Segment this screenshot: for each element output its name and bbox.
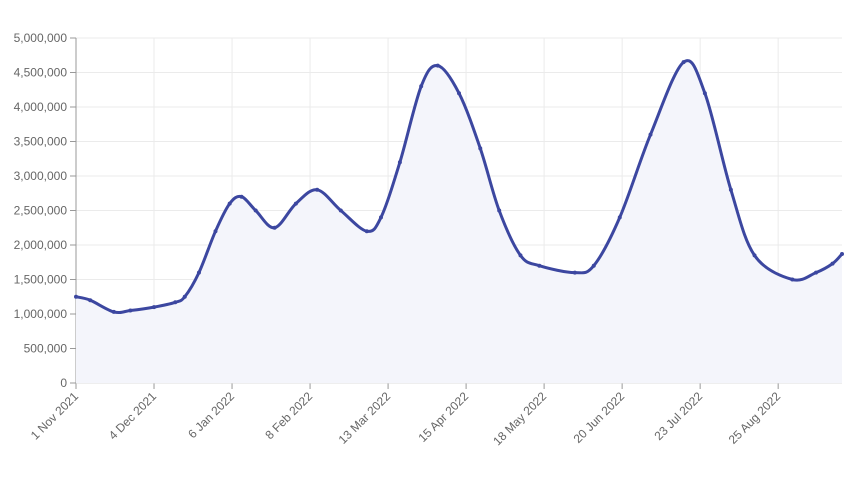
point [239,194,244,199]
x-tick-label: 18 May 2022 [490,389,549,448]
point [572,270,577,275]
point [617,215,622,220]
y-tick-label: 4,500,000 [14,66,68,80]
point [128,308,133,313]
y-tick-label: 3,500,000 [14,135,68,149]
point [213,229,218,234]
point [88,298,93,303]
point [830,261,835,266]
point [813,270,818,275]
point [752,253,757,258]
point [457,91,461,96]
point [478,146,483,151]
point [435,63,440,68]
point [293,201,298,206]
x-tick-label: 15 Apr 2022 [416,389,472,445]
y-tick-label: 2,500,000 [14,204,68,218]
point [272,225,277,230]
x-tick-label: 23 Jul 2022 [651,389,705,443]
point [196,270,201,275]
y-tick-label: 5,000,000 [14,31,68,45]
point [419,84,424,89]
x-tick-label: 20 Jun 2022 [571,389,628,446]
y-tick-label: 1,000,000 [14,307,68,321]
y-tick-label: 4,000,000 [14,100,68,114]
point [315,187,320,192]
point [537,263,542,268]
point [497,208,502,213]
point [227,201,232,206]
point [152,305,157,310]
point [728,187,733,192]
y-tick-label: 3,000,000 [14,169,68,183]
x-tick-label: 25 Aug 2022 [726,389,784,447]
point [397,160,402,165]
y-tick-label: 1,500,000 [14,273,68,287]
x-tick-label: 6 Jan 2022 [185,389,237,441]
point [702,91,707,96]
point [364,229,369,234]
point [648,132,653,137]
point [111,309,116,314]
point [173,300,178,305]
y-tick-label: 0 [60,376,67,390]
point [518,253,523,258]
x-tick-label: 4 Dec 2021 [106,389,160,443]
point [840,251,844,256]
point [790,277,795,282]
x-tick-label: 13 Mar 2022 [336,389,394,447]
x-tick-label: 8 Feb 2022 [262,389,315,442]
y-tick-label: 500,000 [24,342,68,356]
x-tick-label: 1 Nov 2021 [28,389,82,443]
y-tick-label: 2,000,000 [14,238,68,252]
point [74,294,78,299]
point [378,215,383,220]
point [591,263,596,268]
point [182,294,187,299]
point [681,60,686,65]
area [76,60,842,384]
point [253,208,258,213]
point [338,208,343,213]
